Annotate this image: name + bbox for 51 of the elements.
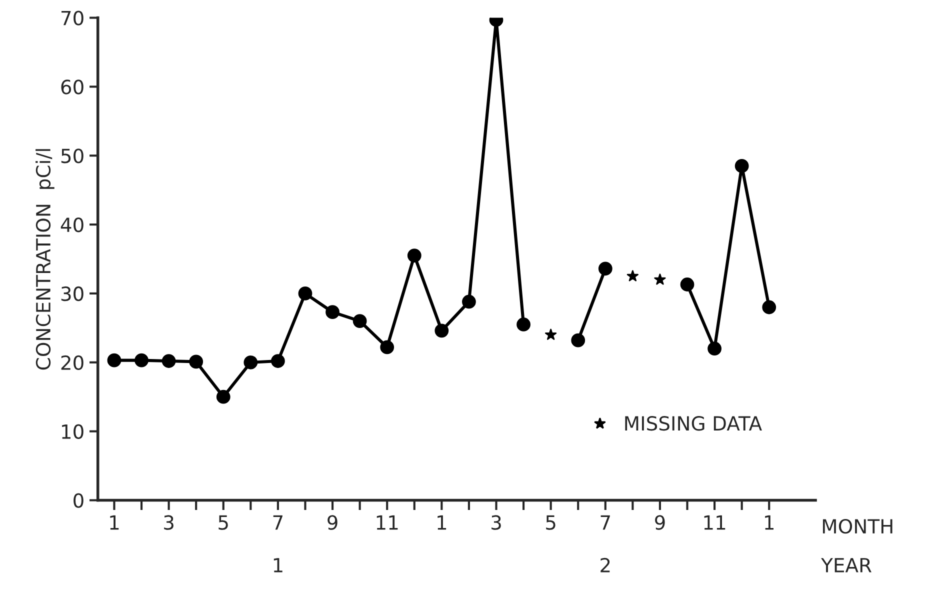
x-tick-label: 9 (328, 515, 338, 530)
point (298, 286, 312, 300)
x-tick-label: 5 (546, 515, 556, 530)
y-tick-label: 40 (60, 217, 84, 232)
x-tick-label: 3 (164, 515, 174, 530)
point (326, 305, 340, 320)
y-axis-title: CONCENTRATION pCi/l (36, 149, 54, 370)
x-tick-label: 9 (655, 515, 665, 530)
x-tick-label: 1 (438, 515, 446, 530)
point (162, 354, 176, 368)
legend-label: MISSING DATA (625, 416, 762, 431)
point (434, 324, 449, 338)
point (380, 340, 394, 354)
point (216, 390, 230, 404)
point (762, 300, 776, 314)
y-tick-label: 10 (62, 424, 84, 439)
point (598, 262, 612, 276)
point (516, 318, 530, 332)
y-tick-label: 60 (61, 80, 84, 94)
x-axis-title: MONTH (822, 518, 892, 534)
y-tick-label: 20 (61, 355, 84, 370)
point (654, 274, 666, 285)
text: 2 (600, 558, 610, 572)
text: YEAR (821, 558, 872, 572)
x-tick-label: 7 (600, 515, 610, 530)
y-tick-label: 70 (62, 10, 84, 26)
point (462, 294, 476, 309)
point (708, 342, 722, 356)
x-tick-label: 11 (376, 515, 398, 530)
point (352, 314, 367, 328)
point (189, 354, 204, 369)
point (571, 333, 586, 348)
point (734, 159, 749, 173)
y-tick-label: 30 (61, 286, 84, 302)
x-tick-label: 3 (492, 515, 501, 530)
y-tick-label: 50 (61, 148, 84, 164)
x-tick-label: 7 (273, 515, 282, 530)
x-tick-label: 11 (704, 515, 726, 530)
x-tick-label: 5 (218, 515, 228, 530)
point (545, 328, 557, 340)
y-tick-label: 0 (74, 493, 84, 508)
point (244, 355, 258, 370)
point (407, 248, 422, 262)
point (680, 278, 694, 292)
point (107, 353, 122, 368)
x-tick-label: 1 (765, 515, 774, 530)
point (134, 353, 148, 368)
point (626, 270, 638, 282)
text: 1 (274, 558, 282, 572)
point (271, 354, 285, 368)
x-tick-label: 1 (110, 515, 119, 530)
